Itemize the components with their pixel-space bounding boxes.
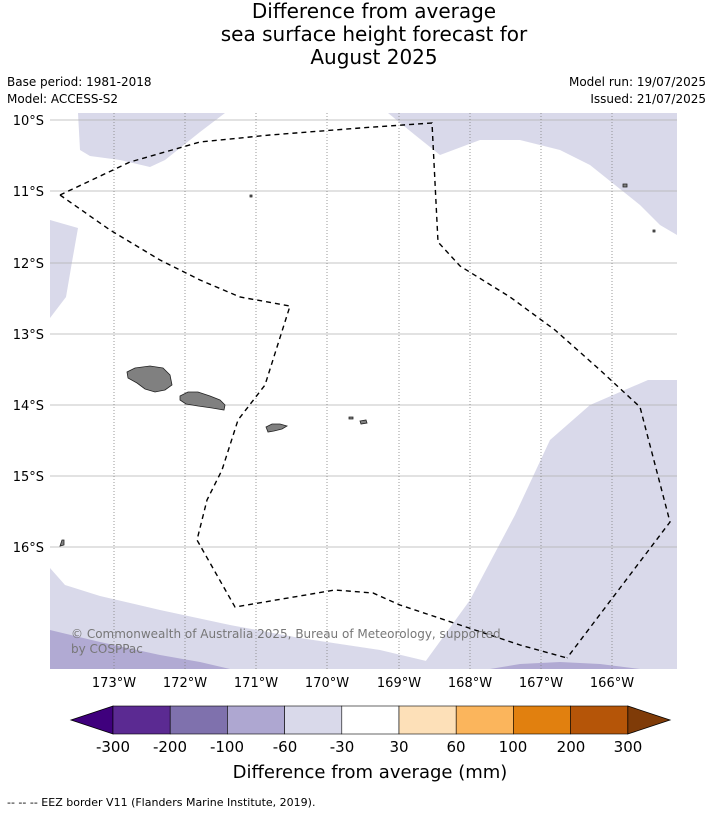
title-line-3: August 2025 xyxy=(310,45,438,69)
lat-label: 11°S xyxy=(13,185,44,200)
anomaly-region-south-strong xyxy=(50,630,230,669)
title-line-2: sea surface height forecast for xyxy=(220,22,528,46)
anomaly-region-south-east xyxy=(420,380,677,669)
colorbar-segment xyxy=(455,705,514,735)
lat-label: 12°S xyxy=(13,257,44,272)
lon-label: 172°W xyxy=(163,676,207,691)
colorbar-segment xyxy=(284,705,343,735)
colorbar-tick: 100 xyxy=(499,738,528,756)
colorbar-tick: 60 xyxy=(446,738,465,756)
eez-footnote: -- -- -- EEZ border V11 (Flanders Marine… xyxy=(7,796,316,809)
lon-label: 167°W xyxy=(519,676,563,691)
colorbar-segment xyxy=(227,705,285,735)
map-title: Difference from average sea surface heig… xyxy=(0,0,713,69)
anomaly-region-north-west xyxy=(78,113,225,167)
island-tutuila xyxy=(265,423,288,433)
lon-label: 166°W xyxy=(590,676,634,691)
anomaly-region-west xyxy=(50,220,78,318)
latitude-labels: 10°S 11°S 12°S 13°S 14°S 15°S 16°S xyxy=(13,114,44,556)
colorbar-ticks: -300 -200 -100 -60 -30 30 60 100 200 300 xyxy=(96,738,642,756)
copyright-line-1: © Commonwealth of Australia 2025, Bureau… xyxy=(71,627,501,641)
lon-label: 171°W xyxy=(234,676,278,691)
island-upolu xyxy=(179,391,226,411)
lon-label: 169°W xyxy=(377,676,421,691)
colorbar-segment xyxy=(398,705,457,735)
anomaly-region-south-east-strong xyxy=(490,662,640,669)
colorbar-tick: -60 xyxy=(273,738,298,756)
colorbar-tick: 200 xyxy=(557,738,586,756)
colorbar-segment xyxy=(112,705,171,735)
lat-label: 14°S xyxy=(13,399,44,414)
island-ofu xyxy=(348,416,354,420)
island-tau xyxy=(359,419,368,425)
colorbar-tick: -30 xyxy=(330,738,355,756)
lon-label: 168°W xyxy=(448,676,492,691)
model-name: Model: ACCESS-S2 xyxy=(7,92,119,106)
colorbar-segment xyxy=(570,705,629,735)
colorbar-segment xyxy=(513,705,571,735)
land-masses xyxy=(59,183,656,547)
colorbar-label: Difference from average (mm) xyxy=(233,762,508,783)
colorbar: -300 -200 -100 -60 -30 30 60 100 200 300… xyxy=(69,705,672,783)
anomaly-region-south xyxy=(50,568,460,669)
eez-border-samoa xyxy=(59,194,568,659)
colorbar-tick: 30 xyxy=(389,738,408,756)
lat-label: 13°S xyxy=(13,328,44,343)
colorbar-segment xyxy=(169,705,228,735)
longitude-labels: 173°W 172°W 171°W 170°W 169°W 168°W 167°… xyxy=(92,676,634,691)
colorbar-segment xyxy=(341,705,400,735)
island-tokelau-b xyxy=(652,229,656,233)
issued-date: Issued: 21/07/2025 xyxy=(590,92,706,106)
lat-label: 16°S xyxy=(13,541,44,556)
lat-label: 10°S xyxy=(13,114,44,129)
map-panel: © Commonwealth of Australia 2025, Bureau… xyxy=(50,113,677,669)
meta-right: Model run: 19/07/2025 Issued: 21/07/2025 xyxy=(569,74,706,108)
colorbar-tick: -200 xyxy=(153,738,187,756)
island-savaii xyxy=(126,365,173,393)
latitude-grid xyxy=(50,119,677,548)
copyright-line-2: by COSPPac xyxy=(71,642,143,656)
colorbar-tick: 300 xyxy=(614,738,643,756)
island-west-rock xyxy=(59,539,65,547)
title-line-1: Difference from average xyxy=(251,0,497,23)
island-tokelau-a xyxy=(622,183,628,188)
meta-left: Base period: 1981-2018 Model: ACCESS-S2 xyxy=(7,74,152,108)
lat-label: 15°S xyxy=(13,470,44,485)
colorbar-tick: -300 xyxy=(96,738,130,756)
colorbar-tick: -100 xyxy=(210,738,244,756)
colorbar-extend-high xyxy=(627,705,672,735)
model-run: Model run: 19/07/2025 xyxy=(568,75,706,89)
lon-label: 173°W xyxy=(92,676,136,691)
base-period: Base period: 1981-2018 xyxy=(7,75,152,89)
colorbar-extend-low xyxy=(69,705,114,735)
island-swains xyxy=(249,194,253,198)
anomaly-region-north-east xyxy=(388,113,677,235)
lon-label: 170°W xyxy=(305,676,349,691)
